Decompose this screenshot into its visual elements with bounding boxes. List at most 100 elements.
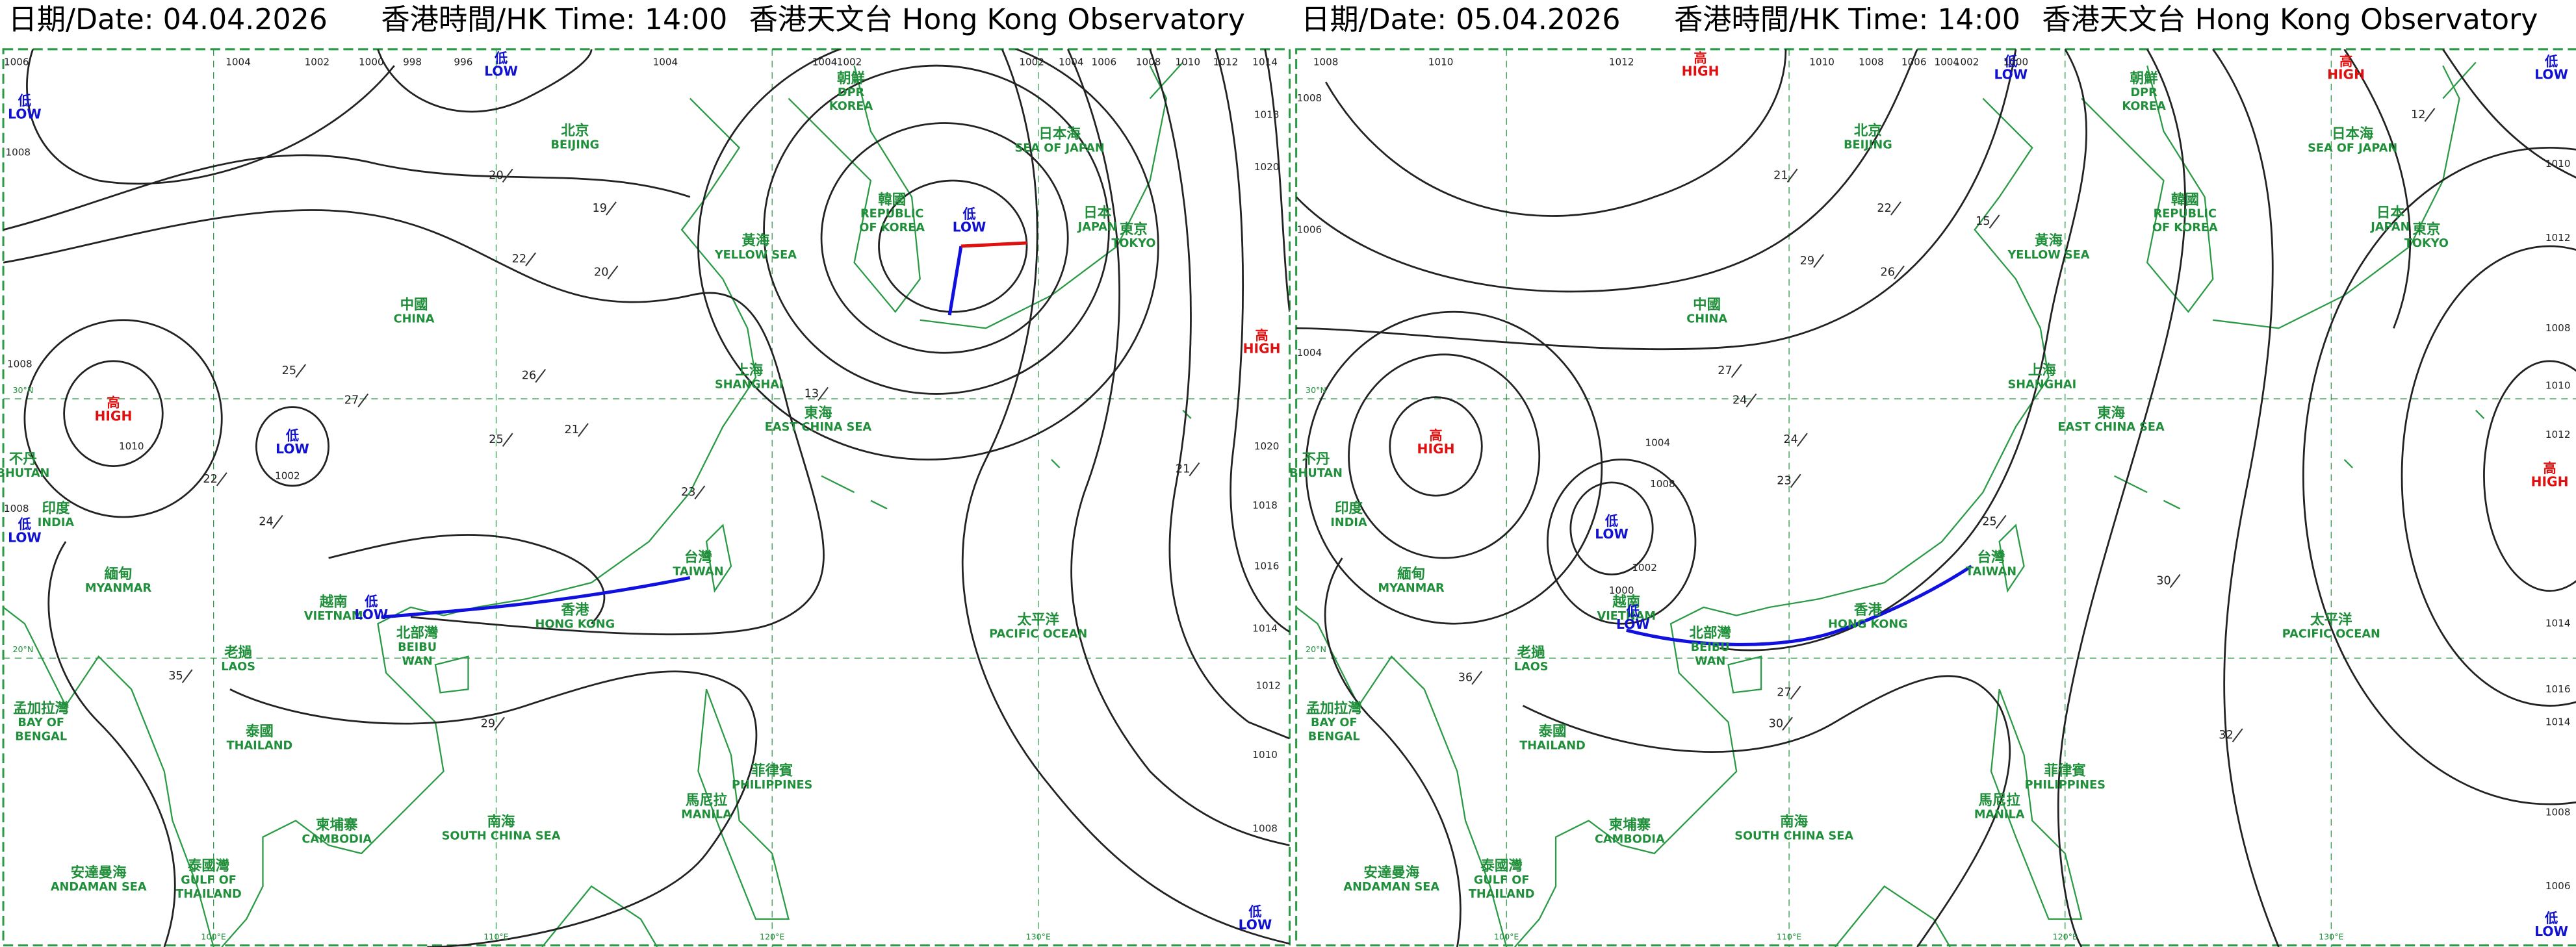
place-label: 中國	[400, 297, 428, 313]
wind-barb	[357, 393, 369, 408]
place-label: 上海	[735, 362, 763, 379]
place-label: BEIJING	[1844, 139, 1892, 152]
place-label: TAIWAN	[1966, 566, 2016, 579]
wind-barb	[1189, 462, 1200, 477]
place-label: SHANGHAI	[715, 379, 784, 392]
place-label: THAILAND	[1469, 888, 1535, 901]
place-label: 緬甸	[1397, 565, 1425, 582]
isobar-label: 996	[454, 57, 472, 68]
place-label: PACIFIC OCEAN	[989, 628, 1087, 641]
place-label: SOUTH CHINA SEA	[1734, 829, 1853, 842]
wind-barb	[535, 368, 547, 383]
place-label: 黃海	[741, 232, 769, 249]
place-label: 馬尼拉	[686, 792, 728, 809]
isobar-label: 1006	[1901, 57, 1927, 68]
observation: 27	[344, 394, 359, 407]
isobar-label: 1000	[359, 57, 384, 68]
observation: 36	[1458, 672, 1473, 685]
grid-label: 100°E	[1494, 931, 1519, 941]
header-text: 香港時間/HK Time: 14:00	[381, 3, 728, 36]
isobar-label: 1008	[4, 503, 29, 514]
pressure-centre-en: LOW	[2534, 67, 2568, 82]
pressure-centre-en: HIGH	[2531, 473, 2569, 489]
isobar-label: 1020	[1254, 440, 1280, 452]
place-label: 日本海	[2332, 125, 2374, 142]
observation: 35	[168, 670, 183, 683]
place-label: 泰國	[246, 724, 274, 740]
place-label: 日本	[1083, 205, 1111, 221]
pressure-centre-zh: 高	[1255, 328, 1268, 344]
observation: 21	[1773, 169, 1788, 182]
isobar-label: 1006	[1297, 223, 1322, 235]
observation: 30	[1769, 717, 1784, 730]
place-label: 東海	[2097, 405, 2125, 422]
map-base	[2, 48, 1291, 947]
place-label: 泰國灣	[188, 858, 229, 874]
isobar-label: 1004	[1297, 347, 1322, 359]
pressure-centre-zh: 低	[962, 207, 975, 222]
place-label: 不丹	[1302, 451, 1330, 468]
isobar-label: 1008	[1297, 92, 1322, 104]
pressure-centre-zh: 低	[1248, 903, 1261, 919]
wind-barb	[272, 514, 283, 529]
place-label: 香港	[1854, 602, 1882, 618]
place-label: INDIA	[38, 516, 75, 529]
place-label: MANILA	[681, 809, 732, 822]
wind-barb	[1813, 254, 1824, 268]
isobar-label: 1010	[1252, 749, 1278, 761]
place-label: 東京	[1120, 221, 1148, 238]
place-label: 越南	[1612, 594, 1640, 610]
pressure-centre-en: LOW	[355, 607, 389, 622]
place-label: 柬埔寨	[316, 816, 358, 833]
place-label: KOREA	[829, 100, 873, 113]
isobar-label: 1004	[1645, 437, 1671, 449]
place-label: BEIBU	[1691, 641, 1730, 654]
place-label: CHINA	[1686, 312, 1727, 325]
place-label: 日本海	[1038, 125, 1081, 142]
wind-barb	[2169, 574, 2181, 588]
place-label: EAST CHINA SEA	[765, 421, 872, 434]
isobar-label: 1004	[653, 57, 678, 68]
header-text: 香港時間/HK Time: 14:00	[1674, 3, 2020, 36]
pressure-centre-en: HIGH	[1417, 441, 1455, 457]
grid-label: 120°E	[2053, 931, 2078, 941]
wind-barb	[502, 433, 513, 447]
header-text: 日期/Date: 05.04.2026	[1301, 3, 1620, 36]
pressure-centre-en: LOW	[1239, 917, 1272, 933]
place-label: CAMBODIA	[1595, 833, 1665, 846]
pressure-centre-zh: 高	[1694, 50, 1707, 66]
place-label: CHINA	[394, 312, 435, 325]
isobar-label: 1008	[1859, 57, 1884, 68]
observation: 23	[681, 486, 696, 499]
place-label: 北京	[1854, 122, 1882, 139]
place-label: 韓國	[2171, 191, 2199, 208]
place-label: VIETNAM	[304, 610, 363, 623]
isobar-label: 1000	[2003, 57, 2029, 68]
pressure-centre-zh: 高	[2339, 54, 2352, 69]
place-label: 柬埔寨	[1609, 816, 1651, 833]
pressure-centre-en: HIGH	[94, 408, 132, 423]
isobar-label: 1008	[1650, 478, 1675, 490]
place-label: 孟加拉灣	[1306, 700, 1362, 717]
place-label: JAPAN	[1077, 221, 1117, 234]
place-label: GULF OF	[1474, 874, 1530, 887]
place-label: TAIWAN	[673, 566, 723, 579]
wind-barb	[578, 423, 589, 437]
place-label: 北部灣	[1690, 624, 1731, 641]
pressure-centre-en: LOW	[1994, 67, 2028, 82]
wind-barb	[1782, 716, 1793, 731]
observation: 22	[512, 253, 527, 266]
isobar-label: 1010	[2545, 379, 2571, 391]
place-label: ANDAMAN SEA	[1343, 881, 1439, 894]
observation: 21	[565, 423, 580, 436]
place-label: 南海	[487, 813, 515, 830]
place-label: BHUTAN	[1289, 467, 1343, 480]
cold-front	[947, 246, 963, 316]
wind-barb	[1995, 514, 2007, 529]
wind-barb	[1790, 473, 1801, 488]
place-label: PHILIPPINES	[2025, 779, 2106, 792]
wind-barb	[525, 252, 536, 266]
header-text: 日期/Date: 04.04.2026	[8, 3, 328, 36]
place-label: 太平洋	[1018, 611, 1060, 628]
